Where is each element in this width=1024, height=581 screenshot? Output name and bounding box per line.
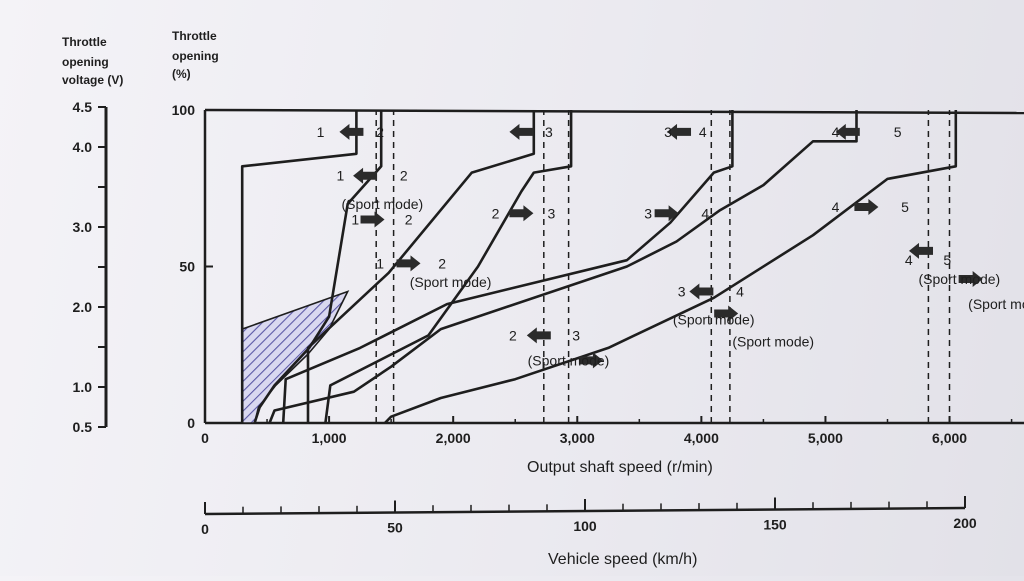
shift-annotations: 1 2 31 2(Sport mode)1 2 2 31 2(Sport mode)2 3(Sp… bbox=[317, 124, 1024, 368]
gear-label: 4 bbox=[699, 124, 707, 140]
voltage-tick-label: 3.0 bbox=[73, 219, 93, 235]
plot-top-border bbox=[204, 108, 1024, 115]
y-tick-label: 50 bbox=[179, 259, 195, 275]
shift-arrow-right bbox=[958, 271, 983, 288]
voltage-title-line-3: voltage (V) bbox=[62, 73, 123, 87]
gear-label: 2 bbox=[492, 205, 500, 221]
shift-arrows bbox=[339, 123, 983, 369]
shift-line-7 bbox=[383, 110, 958, 424]
shift-arrow-right bbox=[578, 352, 603, 369]
x2-tick-label: 200 bbox=[953, 515, 977, 531]
gear-label: 5 bbox=[943, 252, 951, 268]
gear-label: 3 bbox=[545, 124, 553, 140]
shift-line-6 bbox=[268, 110, 858, 424]
shift-arrow-right bbox=[509, 205, 534, 222]
gear-label: 4 bbox=[832, 124, 840, 140]
voltage-tick-label: 4.5 bbox=[73, 99, 93, 115]
shift-arrow-left bbox=[835, 123, 860, 140]
shift-arrow-left bbox=[909, 242, 934, 259]
gear-label: 2 bbox=[405, 212, 413, 228]
shift-arrow-left bbox=[526, 327, 551, 344]
voltage-title-line-1: Throttle bbox=[62, 35, 107, 49]
shift-arrow-left bbox=[689, 283, 714, 300]
hatched-region bbox=[241, 290, 350, 424]
shift-arrow-right bbox=[396, 255, 421, 272]
y-tick-label: 100 bbox=[172, 102, 196, 118]
voltage-axis-ticks: 0.5 1.0 2.0 3.0 4.0 4.5 bbox=[73, 99, 106, 435]
shift-arrow-right bbox=[654, 205, 679, 222]
sport-mode-label: (Sport mode) bbox=[732, 334, 814, 350]
shift-arrow-left bbox=[509, 123, 534, 140]
gear-label: 1 bbox=[317, 124, 325, 140]
shift-line-4 bbox=[324, 110, 573, 424]
shift-line-3 bbox=[306, 110, 536, 423]
x2-axis-label: Vehicle speed (km/h) bbox=[548, 551, 697, 568]
x-tick-label: 3,000 bbox=[560, 430, 595, 446]
gear-label: 1 bbox=[376, 255, 384, 271]
sport-mode-label: (Sport mode) bbox=[342, 196, 424, 212]
gear-label: 4 bbox=[832, 199, 840, 215]
gear-label: 2 bbox=[400, 168, 408, 184]
gear-label: 1 bbox=[337, 168, 345, 184]
gear-label: 2 bbox=[509, 327, 517, 343]
shift-line-5 bbox=[281, 110, 734, 424]
x-tick-label: 1,000 bbox=[312, 430, 347, 446]
shift-lines bbox=[240, 110, 958, 424]
sport-mode-label: (Sport mode) bbox=[919, 271, 1001, 287]
x-tick-label: 0 bbox=[201, 430, 209, 446]
shift-arrow-right bbox=[714, 305, 739, 322]
gear-label: 4 bbox=[905, 252, 913, 268]
vehicle-speed-axis: 0 50 100 150 200 bbox=[201, 496, 977, 537]
x-tick-label: 6,000 bbox=[932, 430, 967, 446]
x2-tick-label: 100 bbox=[573, 518, 597, 534]
gear-label: 1 bbox=[351, 212, 359, 228]
x-tick-label: 5,000 bbox=[808, 430, 843, 446]
sport-mode-label: (Sport mode) bbox=[528, 352, 610, 368]
gear-label: 3 bbox=[644, 205, 652, 221]
sport-mode-label: (Sport mode) bbox=[410, 274, 492, 290]
x2-tick-label: 150 bbox=[763, 517, 787, 533]
x-tick-label: 2,000 bbox=[436, 430, 471, 446]
throttle-axis-ticks: 0 50 100 bbox=[172, 102, 213, 431]
y-tick-label: 0 bbox=[187, 415, 195, 431]
gear-label: 3 bbox=[664, 124, 672, 140]
gear-label: 3 bbox=[572, 327, 580, 343]
gear-label: 5 bbox=[901, 199, 909, 215]
opening-title-line-3: (%) bbox=[172, 67, 191, 81]
gear-label: 4 bbox=[736, 284, 744, 300]
x2-tick-label: 0 bbox=[201, 521, 209, 537]
x-axis-label: Output shaft speed (r/min) bbox=[527, 459, 713, 476]
gear-label: 5 bbox=[894, 124, 902, 140]
gear-label: 3 bbox=[547, 205, 555, 221]
output-shaft-axis-ticks: 0 1,000 2,000 3,000 4,000 5,000 6,000 bbox=[201, 416, 1013, 446]
opening-title-line-1: Throttle bbox=[172, 29, 217, 43]
shift-arrow-left bbox=[353, 167, 378, 184]
gear-label: 2 bbox=[376, 124, 384, 140]
gear-label: 4 bbox=[701, 205, 709, 221]
x2-tick-label: 50 bbox=[387, 520, 403, 536]
shift-arrow-left bbox=[667, 123, 692, 140]
x-tick-label: 4,000 bbox=[684, 430, 719, 446]
voltage-title-line-2: opening bbox=[62, 55, 109, 69]
gear-label: 2 bbox=[438, 255, 446, 271]
voltage-tick-label: 2.0 bbox=[73, 299, 93, 315]
shift-arrow-left bbox=[339, 123, 364, 140]
voltage-tick-label: 0.5 bbox=[73, 419, 93, 435]
voltage-tick-label: 1.0 bbox=[73, 379, 93, 395]
shift-arrow-right bbox=[854, 199, 879, 216]
sport-mode-label: (Sport mode) bbox=[673, 312, 755, 328]
sport-mode-label: (Sport mode) bbox=[968, 296, 1024, 312]
opening-title-line-2: opening bbox=[172, 49, 219, 63]
gear-label: 3 bbox=[678, 284, 686, 300]
voltage-tick-label: 4.0 bbox=[73, 139, 93, 155]
shift-arrow-right bbox=[360, 211, 385, 228]
